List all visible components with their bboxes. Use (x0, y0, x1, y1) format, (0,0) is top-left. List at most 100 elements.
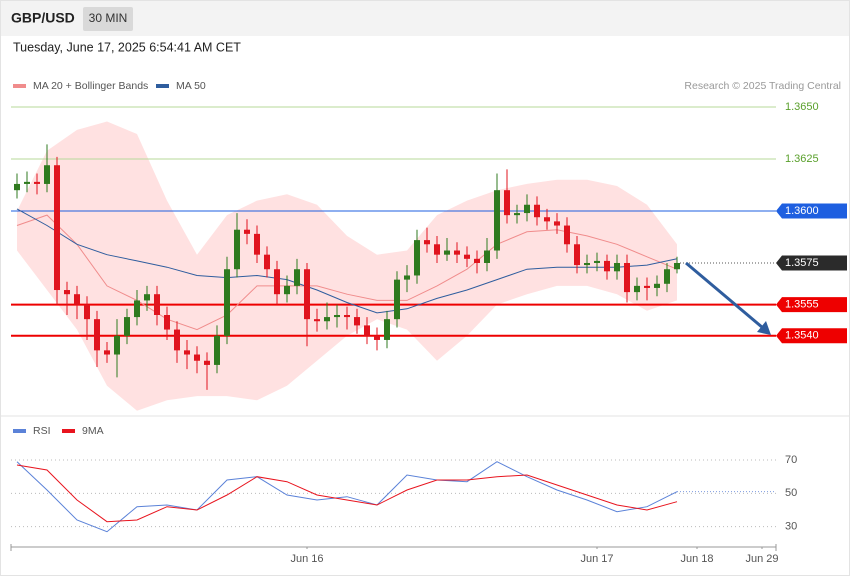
candle-body (654, 283, 660, 288)
symbol: GBP/USD (11, 10, 75, 26)
x-tick-label: Jun 29 (745, 553, 778, 565)
candle-body (674, 262, 680, 270)
candle-body (34, 181, 40, 184)
candle-body (164, 314, 170, 330)
header-bar (1, 1, 849, 36)
legend-swatch (13, 429, 26, 433)
candle-body (474, 258, 480, 263)
candle-body (494, 190, 500, 251)
candle-body (484, 250, 490, 263)
legend-label: MA 50 (176, 80, 206, 92)
candle-body (224, 269, 230, 336)
timeframe[interactable]: 30 MIN (89, 11, 128, 25)
legend-label: RSI (33, 425, 51, 437)
candle-body (434, 244, 440, 255)
candle-body (84, 304, 90, 320)
candle-body (454, 250, 460, 255)
level-tag (776, 203, 847, 219)
candle-body (234, 229, 240, 270)
level-label: 1.3575 (785, 257, 819, 269)
candle-body (274, 269, 280, 295)
legend-swatch (13, 84, 26, 88)
line (16, 461, 678, 533)
moving-average (16, 208, 678, 314)
candle-body (124, 317, 130, 336)
level-tag (776, 297, 847, 313)
candle-body (664, 269, 670, 284)
candle-body (554, 221, 560, 226)
candle-body (534, 204, 540, 218)
candle-body (264, 254, 270, 270)
candle-body (14, 183, 20, 191)
candle-body (54, 165, 60, 291)
candle-body (94, 319, 100, 351)
candle-body (254, 233, 260, 255)
candle-body (444, 250, 450, 255)
timestamp: Tuesday, June 17, 2025 6:54:41 AM CET (13, 40, 241, 54)
rsi-pane: RSI 9MA 70 50 30 Jun 16 Jun 17 Jun 18 Jun 29 (10, 425, 797, 565)
candle-body (154, 294, 160, 315)
level-label: 1.3625 (785, 153, 819, 165)
candle-body (614, 262, 620, 272)
candle-body (44, 165, 50, 184)
projection-arrow (685, 261, 764, 330)
candle-body (114, 335, 120, 355)
line (16, 464, 678, 523)
candle-body (144, 294, 150, 301)
candle-body (184, 350, 190, 355)
credit: Research © 2025 Trading Central (684, 80, 841, 92)
candle-body (394, 279, 400, 320)
candle-body (584, 262, 590, 266)
candle-body (294, 269, 300, 286)
candle-body (374, 335, 380, 340)
candle-body (284, 285, 290, 295)
x-tick-label: Jun 16 (290, 553, 323, 565)
y-tick-label: 70 (785, 454, 797, 466)
candle-body (594, 260, 600, 263)
candle-body (574, 244, 580, 266)
candle-body (314, 319, 320, 322)
candle-body (414, 240, 420, 276)
candle-body (64, 290, 70, 295)
level-label: 1.3650 (785, 101, 819, 113)
candle-body (464, 254, 470, 259)
candle-body (524, 204, 530, 214)
price-pane: MA 20 + Bollinger Bands MA 50 1.3650 1.3625… (11, 80, 847, 411)
candle-body (514, 213, 520, 216)
candle-body (104, 350, 110, 355)
candle-body (194, 354, 200, 361)
candle-body (624, 262, 630, 293)
y-tick-label: 50 (785, 487, 797, 499)
candle-body (384, 319, 390, 340)
candle-body (544, 217, 550, 222)
candle-body (354, 317, 360, 326)
candle-body (364, 325, 370, 336)
candle-body (204, 360, 210, 365)
candle-body (564, 225, 570, 245)
arrow-head (757, 321, 771, 335)
bollinger-band (17, 121, 677, 411)
candle-body (244, 229, 250, 234)
x-tick-label: Jun 18 (680, 553, 713, 565)
candle-body (404, 275, 410, 280)
candle-body (134, 300, 140, 318)
projection (685, 261, 771, 335)
level-label: 1.3600 (785, 205, 819, 217)
candle-body (344, 314, 350, 318)
candle-body (424, 240, 430, 245)
candle-body (174, 329, 180, 351)
candle-body (604, 260, 610, 272)
candle-body (304, 269, 310, 320)
level-tag (776, 255, 847, 271)
y-tick-label: 30 (785, 521, 797, 533)
legend-swatch (156, 84, 169, 88)
candle-body (634, 285, 640, 293)
candle-body (214, 335, 220, 365)
level-label: 1.3540 (785, 330, 819, 342)
candle-body (74, 294, 80, 305)
candle-body (644, 285, 650, 288)
timeframe-button[interactable] (83, 7, 133, 31)
x-tick-label: Jun 17 (580, 553, 613, 565)
candle-body (334, 314, 340, 318)
